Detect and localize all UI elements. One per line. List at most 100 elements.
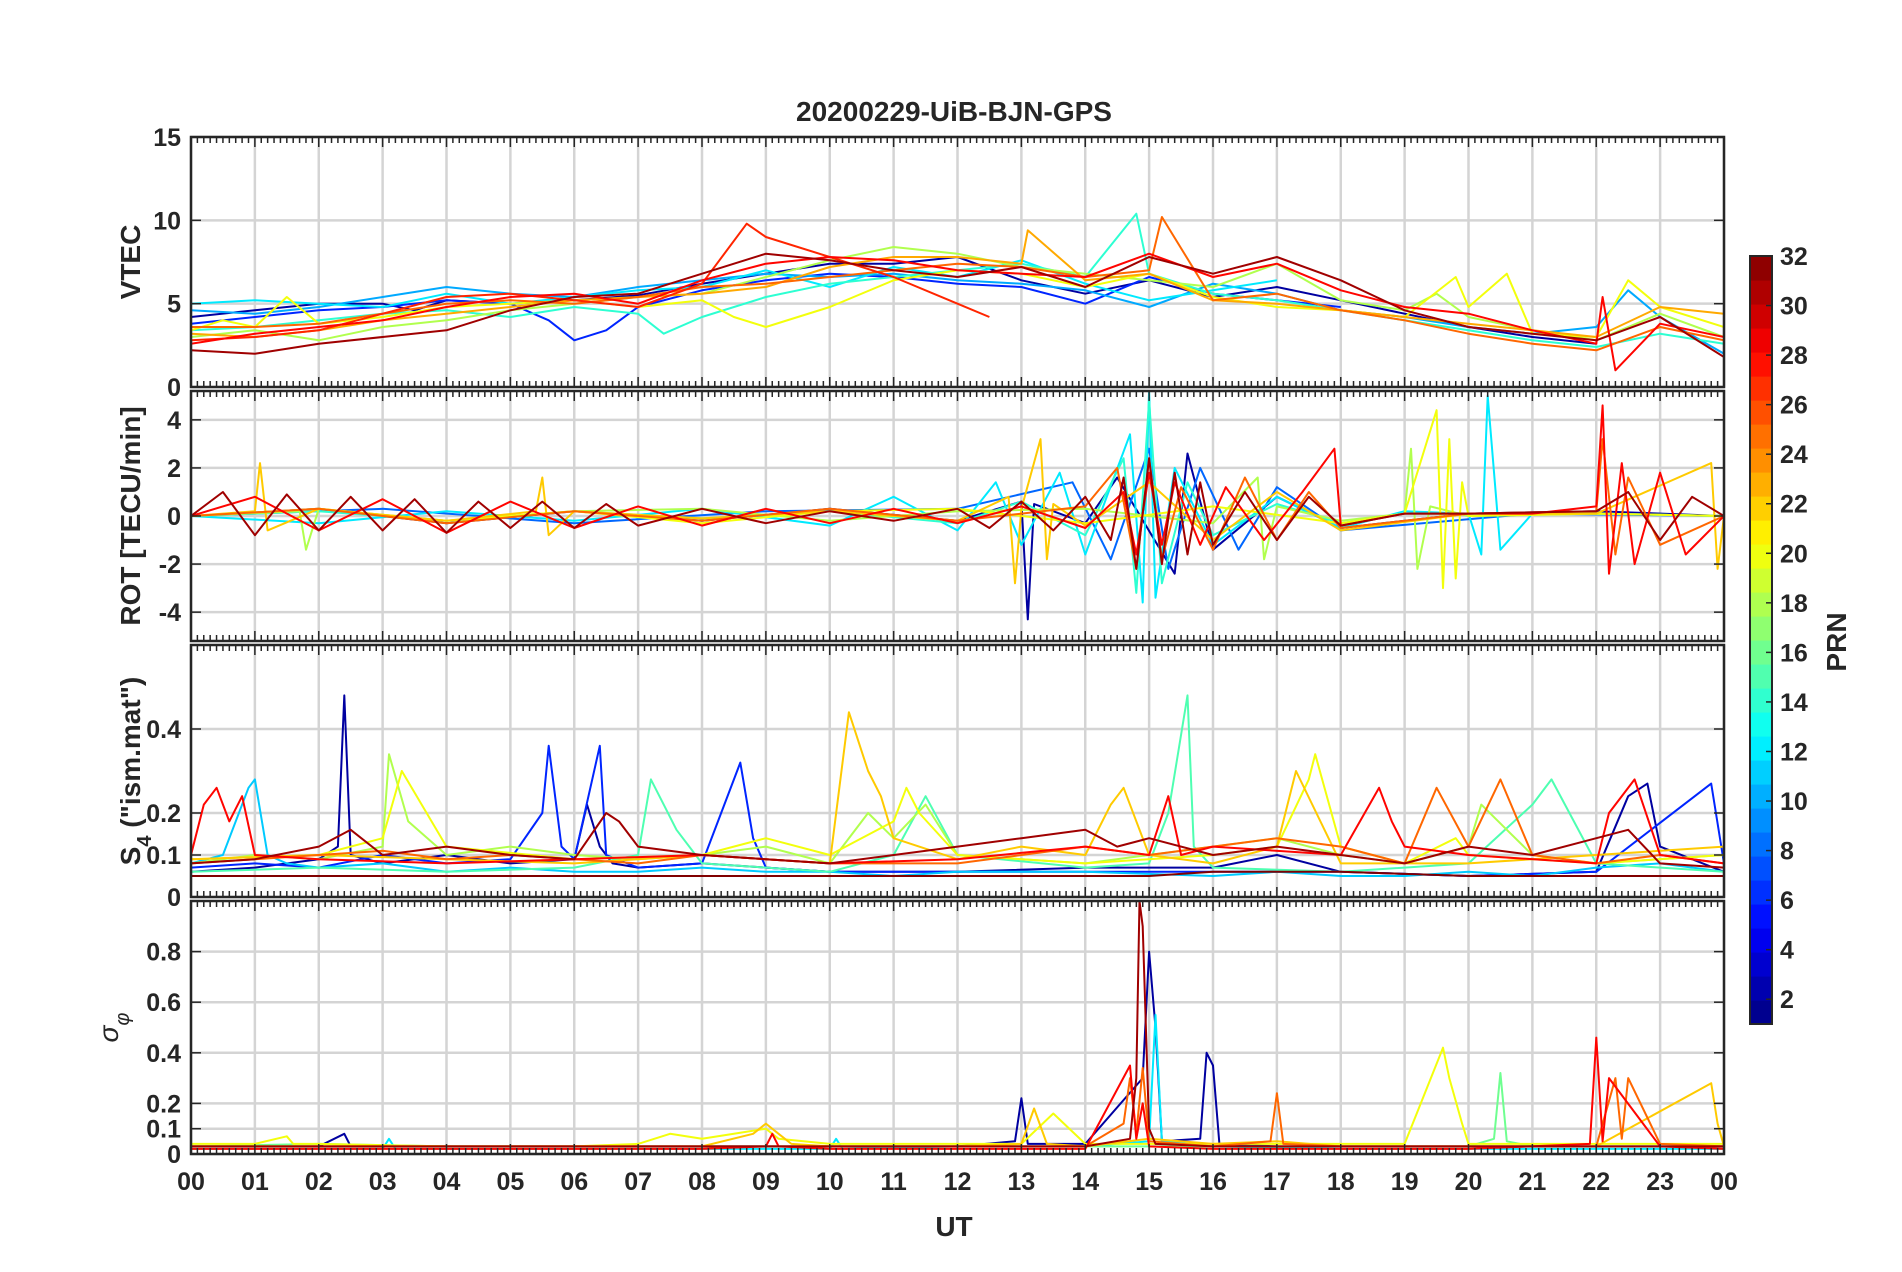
colorbar-label: PRN bbox=[1821, 612, 1852, 671]
x-tick-label: 22 bbox=[1582, 1168, 1610, 1196]
series-line-prn-25 bbox=[191, 778, 1724, 865]
colorbar-tick-label: 12 bbox=[1780, 738, 1808, 766]
series-group-s4 bbox=[191, 694, 1724, 877]
colorbar-tick-label: 10 bbox=[1780, 788, 1808, 816]
colorbar-band bbox=[1750, 400, 1772, 425]
series-line-prn-6 bbox=[191, 272, 1341, 342]
chart-title: 20200229-UiB-BJN-GPS bbox=[796, 96, 1112, 127]
colorbar-frame bbox=[1749, 255, 1773, 1025]
series-line-prn-25 bbox=[191, 438, 1724, 570]
panel-s4: 0 0.1 0.2 0.4S4 ("ism.mat") bbox=[115, 643, 1726, 912]
y-tick-label: 0 bbox=[167, 503, 181, 531]
colorbar-band bbox=[1750, 352, 1772, 377]
x-tick-label: 18 bbox=[1327, 1168, 1355, 1196]
y-tick-label: 0.4 bbox=[146, 716, 181, 744]
y-tick-label: 15 bbox=[153, 124, 181, 152]
series-line-prn-31 bbox=[191, 812, 1724, 869]
colorbar-tick-label: 4 bbox=[1780, 937, 1794, 965]
axes-frame-sigma_phi bbox=[189, 899, 1726, 1156]
colorbar-band bbox=[1750, 280, 1772, 305]
x-tick-label: 16 bbox=[1199, 1168, 1227, 1196]
colorbar-tick-label: 24 bbox=[1780, 441, 1808, 469]
y-tick-label: 0.4 bbox=[146, 1040, 181, 1068]
colorbar-band bbox=[1750, 1000, 1772, 1025]
x-tick-label: 15 bbox=[1135, 1168, 1163, 1196]
series-group-vtec bbox=[191, 212, 1724, 372]
colorbar-band bbox=[1750, 256, 1772, 281]
x-tick-label: 19 bbox=[1391, 1168, 1419, 1196]
series-line-prn-20 bbox=[191, 753, 1724, 865]
colorbar-tick-label: 18 bbox=[1780, 590, 1808, 618]
series-line-prn-28 bbox=[191, 252, 1724, 372]
colorbar-band bbox=[1750, 808, 1772, 833]
x-tick-label: 00 bbox=[177, 1168, 205, 1196]
series-line-prn-31 bbox=[191, 252, 1724, 358]
x-tick-label: 05 bbox=[496, 1168, 524, 1196]
x-tick-label: 14 bbox=[1071, 1168, 1099, 1196]
axes-frame-vtec bbox=[189, 135, 1726, 389]
colorbar-tick-label: 14 bbox=[1780, 689, 1808, 717]
colorbar-band bbox=[1750, 736, 1772, 761]
colorbar-tick-label: 28 bbox=[1780, 342, 1808, 370]
colorbar-tick-label: 6 bbox=[1780, 887, 1794, 915]
x-tick-label: 13 bbox=[1007, 1168, 1035, 1196]
axes-frame-rot bbox=[189, 389, 1726, 643]
colorbar-tick-label: 20 bbox=[1780, 540, 1808, 568]
colorbar-band bbox=[1750, 688, 1772, 713]
colorbar-band bbox=[1750, 568, 1772, 593]
colorbar-band bbox=[1750, 904, 1772, 929]
series-line-prn-18 bbox=[191, 753, 1724, 865]
series-line-prn-12 bbox=[191, 259, 1278, 308]
x-axis-label: UT bbox=[935, 1211, 972, 1242]
y-axis-label-vtec: VTEC bbox=[115, 225, 146, 300]
colorbar-band bbox=[1750, 448, 1772, 473]
series-line-prn-20 bbox=[191, 1046, 1724, 1148]
series-line-prn-32 bbox=[191, 870, 1724, 877]
colorbar-band bbox=[1750, 472, 1772, 497]
x-tick-label: 03 bbox=[369, 1168, 397, 1196]
series-line-prn-31 bbox=[191, 457, 1724, 570]
y-axis-label-sigma_phi: σφ bbox=[93, 1013, 134, 1043]
colorbar-tick-label: 2 bbox=[1780, 986, 1794, 1014]
colorbar-band bbox=[1750, 520, 1772, 545]
y-tick-label: 2 bbox=[167, 455, 181, 483]
colorbar-band bbox=[1750, 376, 1772, 401]
y-tick-label: 0.2 bbox=[146, 1090, 181, 1118]
y-tick-label: -4 bbox=[159, 599, 181, 627]
x-tick-label: 17 bbox=[1263, 1168, 1291, 1196]
colorbar-band bbox=[1750, 832, 1772, 857]
x-tick-label: 21 bbox=[1518, 1168, 1546, 1196]
colorbar-band bbox=[1750, 976, 1772, 1001]
series-line-prn-28 bbox=[191, 778, 1724, 865]
y-axis-label-s4: S4 ("ism.mat") bbox=[115, 677, 156, 866]
x-tick-label: 07 bbox=[624, 1168, 652, 1196]
series-line-prn-22 bbox=[191, 438, 1724, 585]
x-tick-label: 23 bbox=[1646, 1168, 1674, 1196]
x-tick-label: 08 bbox=[688, 1168, 716, 1196]
colorbar-tick-label: 32 bbox=[1780, 243, 1808, 271]
y-tick-label: 0.8 bbox=[146, 939, 181, 967]
y-tick-label: 0.2 bbox=[146, 800, 181, 828]
colorbar-tick-label: 8 bbox=[1780, 838, 1794, 866]
y-tick-label: -2 bbox=[159, 551, 181, 579]
series-line-prn-23 bbox=[191, 229, 1724, 338]
x-tick-label: 11 bbox=[880, 1168, 907, 1196]
colorbar-band bbox=[1750, 784, 1772, 809]
y-tick-label: 10 bbox=[153, 207, 181, 235]
x-tick-label: 04 bbox=[433, 1168, 461, 1196]
colorbar-tick-label: 16 bbox=[1780, 639, 1808, 667]
colorbar-band bbox=[1750, 616, 1772, 641]
y-axis-label-rot: ROT [TECU/min] bbox=[115, 406, 146, 625]
colorbar-band bbox=[1750, 760, 1772, 785]
colorbar-band bbox=[1750, 952, 1772, 977]
axes-frame-s4 bbox=[189, 643, 1726, 899]
x-tick-label: 20 bbox=[1455, 1168, 1483, 1196]
panel-vtec: 0 5 10 15 VTEC bbox=[115, 124, 1726, 402]
y-tick-label: 0.6 bbox=[146, 989, 181, 1017]
x-tick-label: 00 bbox=[1710, 1168, 1738, 1196]
colorbar-band bbox=[1750, 496, 1772, 521]
y-tick-label: 0 bbox=[167, 884, 181, 912]
x-tick-label: 01 bbox=[241, 1168, 269, 1196]
